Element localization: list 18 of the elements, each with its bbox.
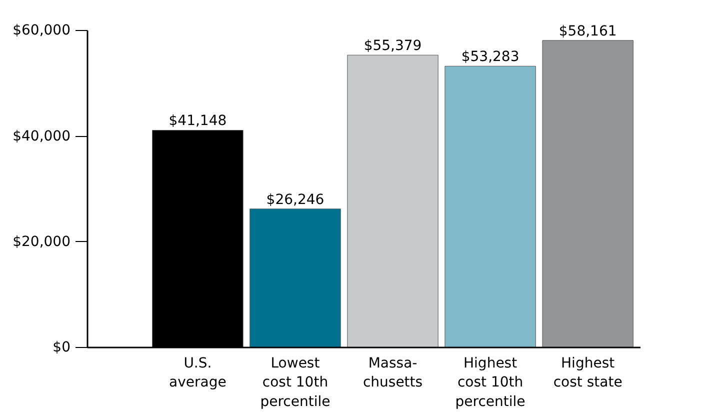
bar (542, 40, 634, 348)
y-tick-label: $20,000 (12, 234, 71, 250)
data-label: $26,246 (266, 192, 324, 208)
y-tick-label: $40,000 (12, 128, 71, 144)
bar (347, 54, 438, 348)
bar (250, 208, 341, 348)
y-tick-label: $60,000 (12, 22, 71, 39)
data-label: $53,283 (461, 49, 520, 66)
x-tick-label: Massa- chusetts (362, 356, 423, 391)
bar (444, 66, 536, 348)
data-label: $55,379 (364, 38, 422, 54)
x-tick-label: U.S. average (169, 356, 226, 391)
data-label: $41,148 (168, 113, 227, 130)
y-tick-label: $0 (52, 340, 71, 356)
x-tick-label: Highest cost 10th percentile (455, 356, 526, 410)
x-tick-label: Lowest cost 10th percentile (260, 356, 330, 410)
data-label: $58,161 (558, 23, 617, 40)
x-tick-label: Highest cost state (553, 356, 622, 391)
